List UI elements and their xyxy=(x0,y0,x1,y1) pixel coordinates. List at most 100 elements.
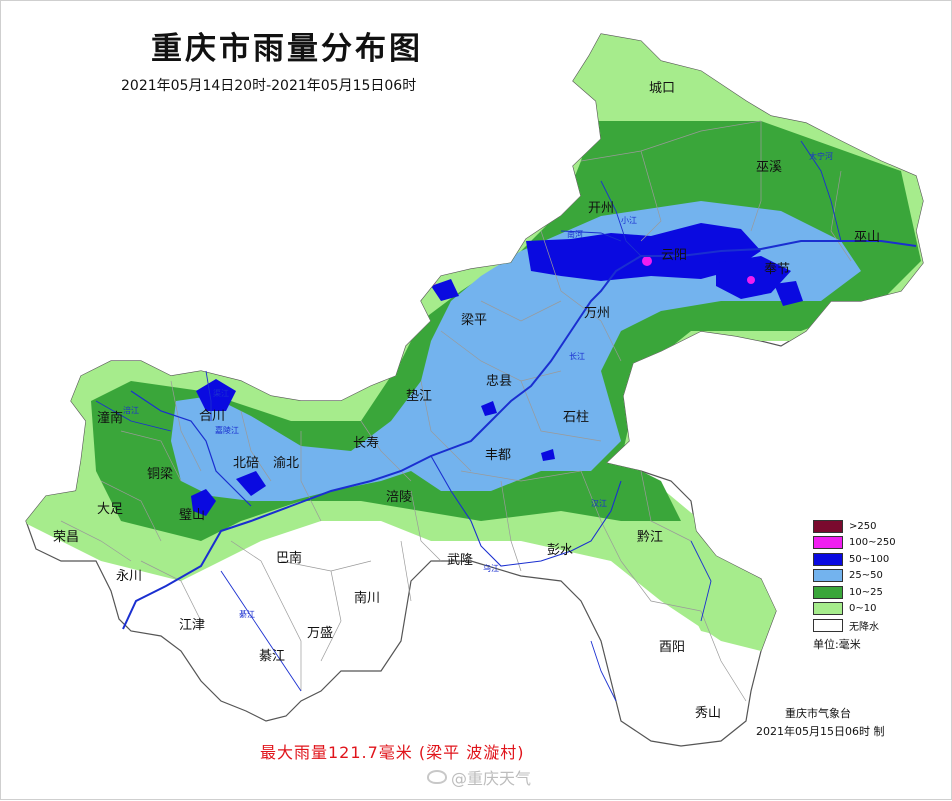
river-label-daning: 大宁河 xyxy=(809,151,833,161)
district-boundaries xyxy=(60,120,852,702)
place-label-banan: 巴南 xyxy=(276,550,302,566)
legend-row-25-50: 25~50 xyxy=(813,568,923,585)
river-youshui xyxy=(690,540,712,622)
legend-swatch-10-25 xyxy=(813,585,843,599)
legend-swatch-25-50 xyxy=(813,569,843,583)
place-label-bishan: 璧山 xyxy=(179,507,205,523)
place-label-hechuan: 合川 xyxy=(199,409,225,424)
weibo-watermark: @重庆天气 xyxy=(427,765,531,789)
river-label-wujiang: 乌江 xyxy=(483,563,499,573)
legend-swatch-100-250 xyxy=(813,536,843,550)
rain-zone-100-250-liangping xyxy=(430,279,436,285)
rivers xyxy=(95,140,917,702)
place-label-yongchuan: 永川 xyxy=(116,569,142,584)
legend-row-0-10: 0~10 xyxy=(813,601,923,618)
place-label-wulong: 武隆 xyxy=(447,553,473,568)
river-labels: 长江 嘉陵江 乌江 綦江 大宁河 小江 南河 涪江 渠江 汉江 xyxy=(123,151,833,619)
place-label-wansheng: 万盛 xyxy=(307,626,333,641)
place-label-shizhu: 石柱 xyxy=(563,410,589,425)
place-label-tongnan: 潼南 xyxy=(97,410,123,426)
river-label-yangtze: 长江 xyxy=(569,351,585,361)
legend-swatch-0-10 xyxy=(813,602,843,616)
rain-zone-50-100-shizhu xyxy=(541,449,555,461)
issue-time: 2021年05月15日06时 制 xyxy=(756,725,885,738)
rain-zone-50-100-bishan xyxy=(191,489,216,516)
river-fujiang xyxy=(95,400,172,432)
place-label-tongliang: 铜梁 xyxy=(147,467,173,482)
place-label-kaizhou: 开州 xyxy=(588,201,614,216)
legend: >250 100~250 50~100 25~50 10~25 0~10 无降水 xyxy=(813,518,923,634)
rain-zone-50-100-hechuan xyxy=(196,379,236,411)
legend-label-50-100: 50~100 xyxy=(849,553,890,565)
river-nanhe xyxy=(560,230,622,242)
place-label-qianjiang: 黔江 xyxy=(637,530,663,545)
legend-label-0-10: 0~10 xyxy=(849,603,877,615)
place-label-jiangjin: 江津 xyxy=(179,618,205,633)
rain-zone-100-250-yunyang xyxy=(642,256,652,266)
issuer: 重庆市气象台 xyxy=(785,707,851,720)
place-label-yunyang: 云阳 xyxy=(661,248,687,263)
place-label-yubei: 渝北 xyxy=(273,455,299,471)
river-south xyxy=(590,640,617,702)
place-label-youyang: 酉阳 xyxy=(659,640,685,655)
legend-label-10-25: 10~25 xyxy=(849,586,883,598)
legend-row-250: >250 xyxy=(813,518,923,535)
place-label-nanchuan: 南川 xyxy=(354,590,380,606)
legend-swatch-250 xyxy=(813,519,843,533)
river-daning xyxy=(800,140,842,242)
river-label-qujiang: 渠江 xyxy=(213,388,229,398)
place-label-qijiang: 綦江 xyxy=(259,649,285,664)
place-label-xiushan: 秀山 xyxy=(695,706,721,721)
rain-zone-50-100-liangping xyxy=(431,279,459,301)
rain-zone-50-100-zhongxian xyxy=(481,401,497,416)
place-label-fengdu: 丰都 xyxy=(485,448,511,463)
place-label-rongchang: 荣昌 xyxy=(53,530,79,545)
legend-label-100-250: 100~250 xyxy=(849,537,896,549)
place-label-dazu: 大足 xyxy=(97,502,123,517)
river-yangtze xyxy=(122,240,917,630)
river-qijiang xyxy=(220,570,302,692)
legend-label-25-50: 25~50 xyxy=(849,570,883,582)
place-label-liangping: 梁平 xyxy=(461,313,487,328)
legend-row-no-rain: 无降水 xyxy=(813,617,923,634)
river-jialing xyxy=(130,390,252,507)
place-label-zhongxian: 忠县 xyxy=(486,374,512,389)
legend-unit: 单位:毫米 xyxy=(813,638,861,651)
place-labels: 城口 巫溪 开州 云阳 奉节 巫山 梁平 万州 忠县 石柱 垫江 长寿 丰都 涪… xyxy=(53,81,880,721)
legend-row-50-100: 50~100 xyxy=(813,551,923,568)
watermark-text: @重庆天气 xyxy=(451,769,532,788)
place-label-chengkou: 城口 xyxy=(649,81,675,96)
river-label-hanjiang: 汉江 xyxy=(591,499,607,508)
max-rainfall-note: 最大雨量121.7毫米 (梁平 波漩村) xyxy=(260,743,525,762)
river-label-jialing: 嘉陵江 xyxy=(215,425,239,435)
place-label-fuling: 涪陵 xyxy=(386,490,412,505)
rain-zone-50-100-jiulongpo xyxy=(236,471,266,496)
rain-zone-50-100-east xyxy=(774,281,803,306)
legend-swatch-no-rain xyxy=(813,618,843,632)
map-title: 重庆市雨量分布图 xyxy=(151,31,423,67)
legend-label-250: >250 xyxy=(849,520,877,532)
legend-row-10-25: 10~25 xyxy=(813,584,923,601)
map-period: 2021年05月14日20时-2021年05月15日06时 xyxy=(121,78,417,94)
river-label-qijiang: 綦江 xyxy=(239,609,255,619)
place-label-beibei: 北碚 xyxy=(233,456,259,471)
river-label-fujiang: 涪江 xyxy=(123,405,139,415)
legend-swatch-50-100 xyxy=(813,552,843,566)
river-label-nanhe: 南河 xyxy=(567,229,583,239)
place-label-wushan: 巫山 xyxy=(854,230,880,245)
place-label-fengjie: 奉节 xyxy=(764,262,790,277)
river-xiaojiang xyxy=(600,180,642,257)
legend-row-100-250: 100~250 xyxy=(813,535,923,552)
river-qujiang xyxy=(205,370,212,421)
river-label-xiaojiang: 小江 xyxy=(621,216,637,225)
place-label-dianjiang: 垫江 xyxy=(406,388,432,404)
rain-zone-100-250-fengjie xyxy=(747,276,755,284)
place-label-wanzhou: 万州 xyxy=(584,306,610,321)
rain-zone-50-100-yunyang xyxy=(526,223,761,281)
river-wujiang xyxy=(430,455,622,567)
place-label-pengshui: 彭水 xyxy=(547,543,573,558)
legend-label-no-rain: 无降水 xyxy=(849,621,879,633)
place-label-changshou: 长寿 xyxy=(353,436,379,451)
